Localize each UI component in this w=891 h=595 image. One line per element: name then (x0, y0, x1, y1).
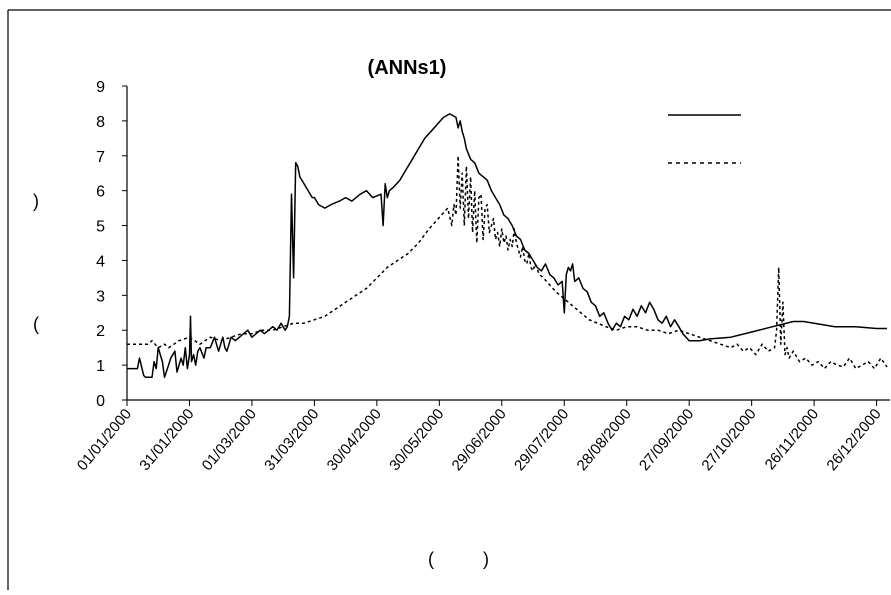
y-tick-label: 5 (96, 219, 105, 236)
x-tick-label: 29/06/2000 (449, 406, 510, 474)
y-tick-label: 8 (96, 114, 105, 131)
x-tick-label: 30/04/2000 (324, 406, 385, 474)
x-tick-label: 01/03/2000 (199, 406, 260, 474)
y-tick-label: 1 (96, 358, 105, 375)
y-tick-label: 2 (96, 323, 105, 340)
x-tick-label: 30/05/2000 (386, 406, 447, 474)
y-tick-label: 9 (96, 79, 105, 96)
y-tick-label: 0 (96, 393, 105, 410)
x-tick-label: 31/01/2000 (136, 406, 197, 474)
y-axis-label-close: ) (33, 191, 39, 211)
x-tick-label: 28/08/2000 (574, 406, 635, 474)
x-tick-label: 26/11/2000 (762, 406, 823, 474)
chart-title: (ANNs1) (368, 57, 447, 79)
series-line-dotted (127, 155, 888, 370)
y-tick-label: 3 (96, 288, 105, 305)
x-tick-label: 29/07/2000 (511, 406, 572, 474)
axes (126, 86, 890, 401)
x-tick-label: 01/01/2000 (74, 406, 135, 474)
y-tick-label: 7 (96, 149, 105, 166)
x-ticks: 01/01/2000 31/01/2000 01/03/2000 31/03/2000… (74, 400, 885, 474)
x-axis-label-open: ( (428, 549, 434, 569)
series-line-solid (127, 113, 887, 379)
y-axis-label-open: ( (33, 314, 39, 334)
x-tick-label: 27/09/2000 (636, 406, 697, 474)
series-group (127, 113, 888, 379)
y-tick-label: 6 (96, 184, 105, 201)
x-axis-label-close: ) (483, 549, 489, 569)
y-ticks: 0 1 2 3 4 5 6 7 8 9 (96, 79, 127, 410)
y-tick-label: 4 (96, 253, 105, 270)
x-tick-label: 26/12/2000 (823, 406, 884, 474)
x-tick-label: 27/10/2000 (698, 406, 759, 474)
x-tick-label: 31/03/2000 (261, 406, 322, 474)
